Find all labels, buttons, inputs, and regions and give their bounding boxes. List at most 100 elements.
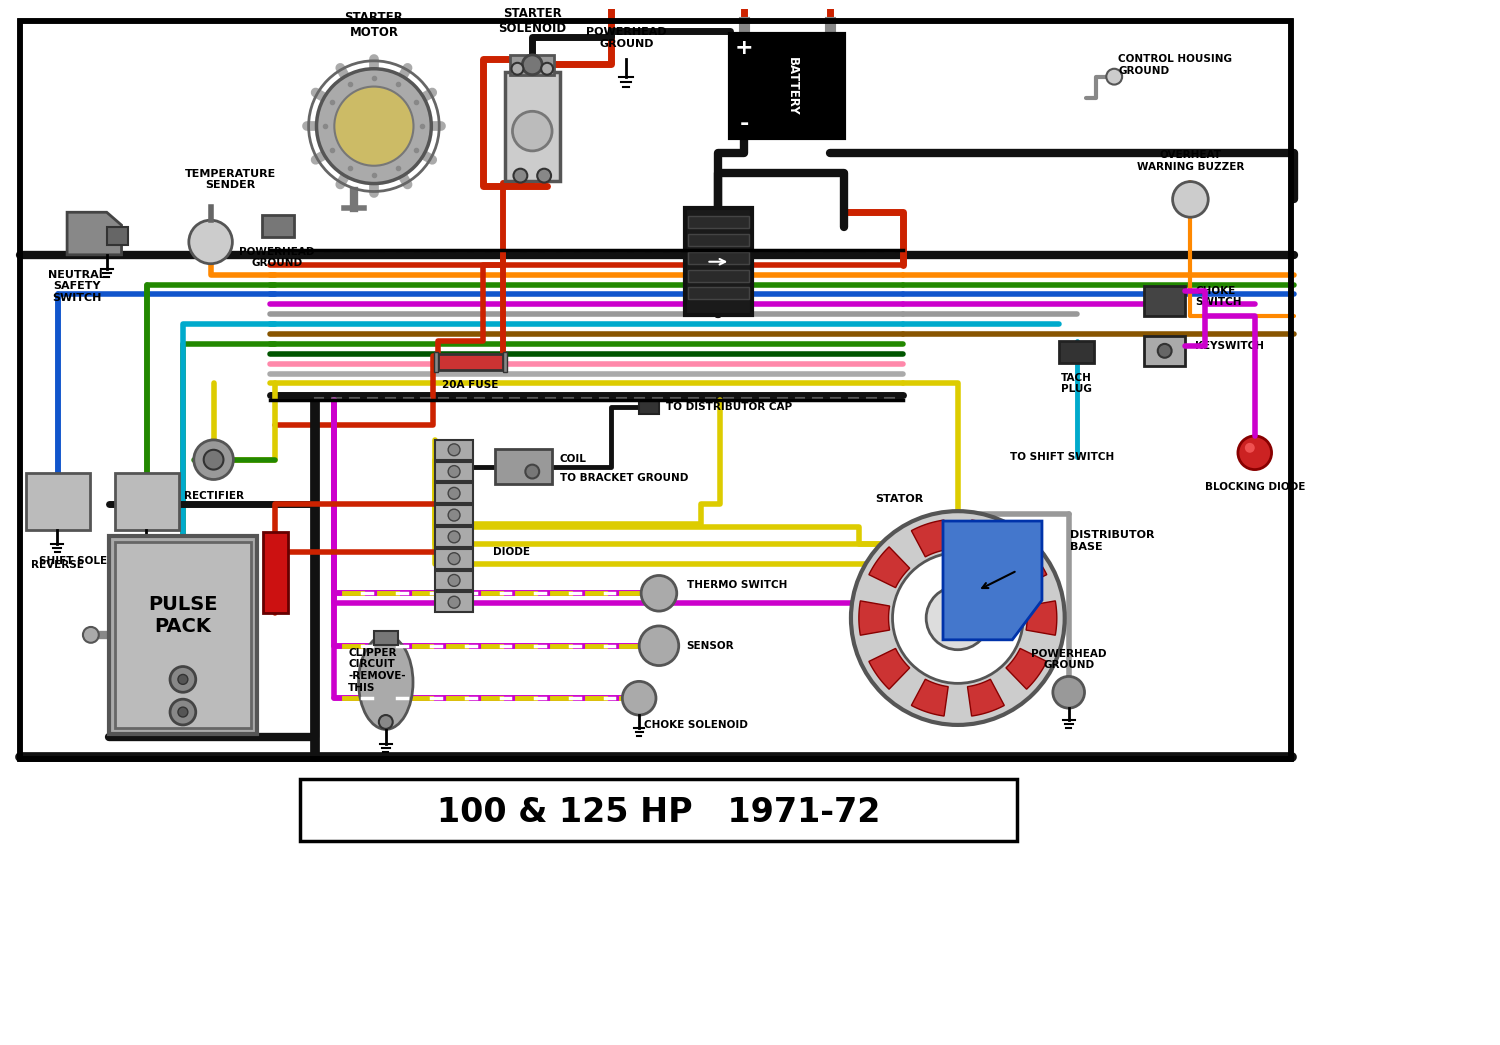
Circle shape bbox=[639, 626, 678, 666]
Bar bbox=[438, 354, 503, 370]
Text: CHOKE SOLENOID: CHOKE SOLENOID bbox=[644, 720, 748, 730]
Bar bbox=[435, 440, 472, 460]
Text: NEUTRAL
SAFETY
SWITCH: NEUTRAL SAFETY SWITCH bbox=[48, 270, 106, 303]
Circle shape bbox=[448, 444, 460, 456]
Text: BLOCKING DIODE: BLOCKING DIODE bbox=[1204, 483, 1305, 492]
Bar bbox=[114, 472, 178, 530]
Bar bbox=[504, 72, 560, 181]
Text: DISTRIBUTOR
BASE: DISTRIBUTOR BASE bbox=[1070, 530, 1154, 552]
Bar bbox=[687, 287, 748, 299]
Circle shape bbox=[1158, 344, 1172, 357]
Bar bbox=[435, 571, 472, 590]
Text: SHIFT SOLENOIDS: SHIFT SOLENOIDS bbox=[39, 556, 144, 565]
Text: STARTER
MOTOR: STARTER MOTOR bbox=[345, 11, 404, 39]
Circle shape bbox=[448, 487, 460, 500]
Text: PULSE
PACK: PULSE PACK bbox=[148, 595, 217, 635]
Circle shape bbox=[525, 465, 538, 479]
Circle shape bbox=[194, 440, 234, 480]
Bar bbox=[374, 631, 398, 645]
Circle shape bbox=[522, 55, 542, 74]
Bar bbox=[114, 541, 251, 728]
Text: CHOKE
SWITCH: CHOKE SWITCH bbox=[1196, 285, 1242, 307]
Circle shape bbox=[448, 553, 460, 564]
Text: DIODE: DIODE bbox=[492, 547, 530, 557]
Circle shape bbox=[622, 681, 656, 715]
Text: 100 & 125 HP   1971-72: 100 & 125 HP 1971-72 bbox=[438, 795, 880, 829]
Polygon shape bbox=[944, 521, 1042, 640]
Bar bbox=[435, 527, 472, 547]
Polygon shape bbox=[1007, 648, 1047, 690]
Text: KEYSWITCH: KEYSWITCH bbox=[1196, 341, 1264, 351]
Text: POWERHEAD
GROUND: POWERHEAD GROUND bbox=[586, 27, 666, 49]
Circle shape bbox=[189, 220, 232, 263]
Circle shape bbox=[178, 674, 188, 684]
Bar bbox=[435, 462, 472, 482]
Circle shape bbox=[380, 715, 393, 728]
Circle shape bbox=[334, 87, 414, 166]
Circle shape bbox=[170, 667, 196, 692]
Circle shape bbox=[926, 586, 990, 650]
Text: -: - bbox=[740, 114, 748, 134]
Circle shape bbox=[1173, 182, 1208, 217]
Circle shape bbox=[1238, 436, 1272, 469]
Polygon shape bbox=[968, 679, 1005, 716]
Polygon shape bbox=[68, 212, 122, 255]
Ellipse shape bbox=[358, 635, 413, 729]
Bar bbox=[687, 234, 748, 246]
Text: TO SHIFT SWITCH: TO SHIFT SWITCH bbox=[1010, 451, 1114, 462]
Polygon shape bbox=[868, 547, 909, 587]
Text: BATTERY: BATTERY bbox=[786, 56, 798, 115]
Circle shape bbox=[537, 168, 550, 183]
Bar bbox=[435, 593, 472, 612]
Circle shape bbox=[892, 553, 1023, 683]
Text: CONTROL HOUSING
GROUND: CONTROL HOUSING GROUND bbox=[1118, 54, 1232, 75]
Polygon shape bbox=[912, 679, 948, 716]
Text: RECTIFIER: RECTIFIER bbox=[183, 491, 243, 502]
Text: CLIPPER
CIRCUIT
-REMOVE-
THIS: CLIPPER CIRCUIT -REMOVE- THIS bbox=[348, 648, 406, 693]
Bar bbox=[20, 21, 1292, 759]
Text: 20A FUSE: 20A FUSE bbox=[441, 379, 498, 390]
Polygon shape bbox=[912, 520, 948, 557]
Circle shape bbox=[316, 69, 432, 184]
Text: POWERHEAD
GROUND: POWERHEAD GROUND bbox=[238, 247, 315, 269]
Circle shape bbox=[542, 63, 554, 74]
Circle shape bbox=[178, 707, 188, 717]
Circle shape bbox=[448, 575, 460, 586]
Bar bbox=[495, 448, 552, 485]
Text: COIL: COIL bbox=[560, 454, 586, 464]
Bar bbox=[503, 352, 507, 372]
Bar bbox=[108, 536, 256, 734]
Text: TO DISTRIBUTOR CAP: TO DISTRIBUTOR CAP bbox=[666, 402, 792, 412]
Circle shape bbox=[82, 627, 99, 643]
Bar bbox=[1144, 336, 1185, 366]
Bar bbox=[435, 505, 472, 525]
Bar bbox=[26, 472, 90, 530]
Text: STARTER
SOLENOID: STARTER SOLENOID bbox=[498, 7, 567, 36]
Polygon shape bbox=[868, 648, 909, 690]
Text: TACH
PLUG: TACH PLUG bbox=[1060, 373, 1092, 394]
Polygon shape bbox=[1007, 547, 1047, 587]
Text: POWERHEAD
GROUND: POWERHEAD GROUND bbox=[1030, 649, 1107, 671]
Circle shape bbox=[448, 531, 460, 542]
Bar bbox=[435, 352, 438, 372]
Bar bbox=[20, 21, 1292, 759]
Circle shape bbox=[513, 168, 528, 183]
Circle shape bbox=[1245, 443, 1254, 452]
Text: +: + bbox=[735, 38, 753, 57]
Circle shape bbox=[448, 597, 460, 608]
Text: OVERHEAT
WARNING BUZZER: OVERHEAT WARNING BUZZER bbox=[1137, 150, 1244, 171]
Bar bbox=[435, 549, 472, 568]
Bar bbox=[687, 252, 748, 263]
Bar bbox=[510, 55, 554, 74]
Circle shape bbox=[640, 576, 676, 611]
Bar bbox=[1059, 341, 1095, 363]
Text: SENSOR: SENSOR bbox=[687, 641, 735, 651]
Bar bbox=[730, 34, 844, 138]
Text: NEUTRAL: NEUTRAL bbox=[118, 560, 174, 570]
Polygon shape bbox=[968, 520, 1005, 557]
Bar bbox=[1144, 286, 1185, 317]
Bar bbox=[687, 270, 748, 281]
Bar bbox=[687, 216, 748, 228]
Bar bbox=[435, 484, 472, 504]
Polygon shape bbox=[1026, 601, 1057, 635]
